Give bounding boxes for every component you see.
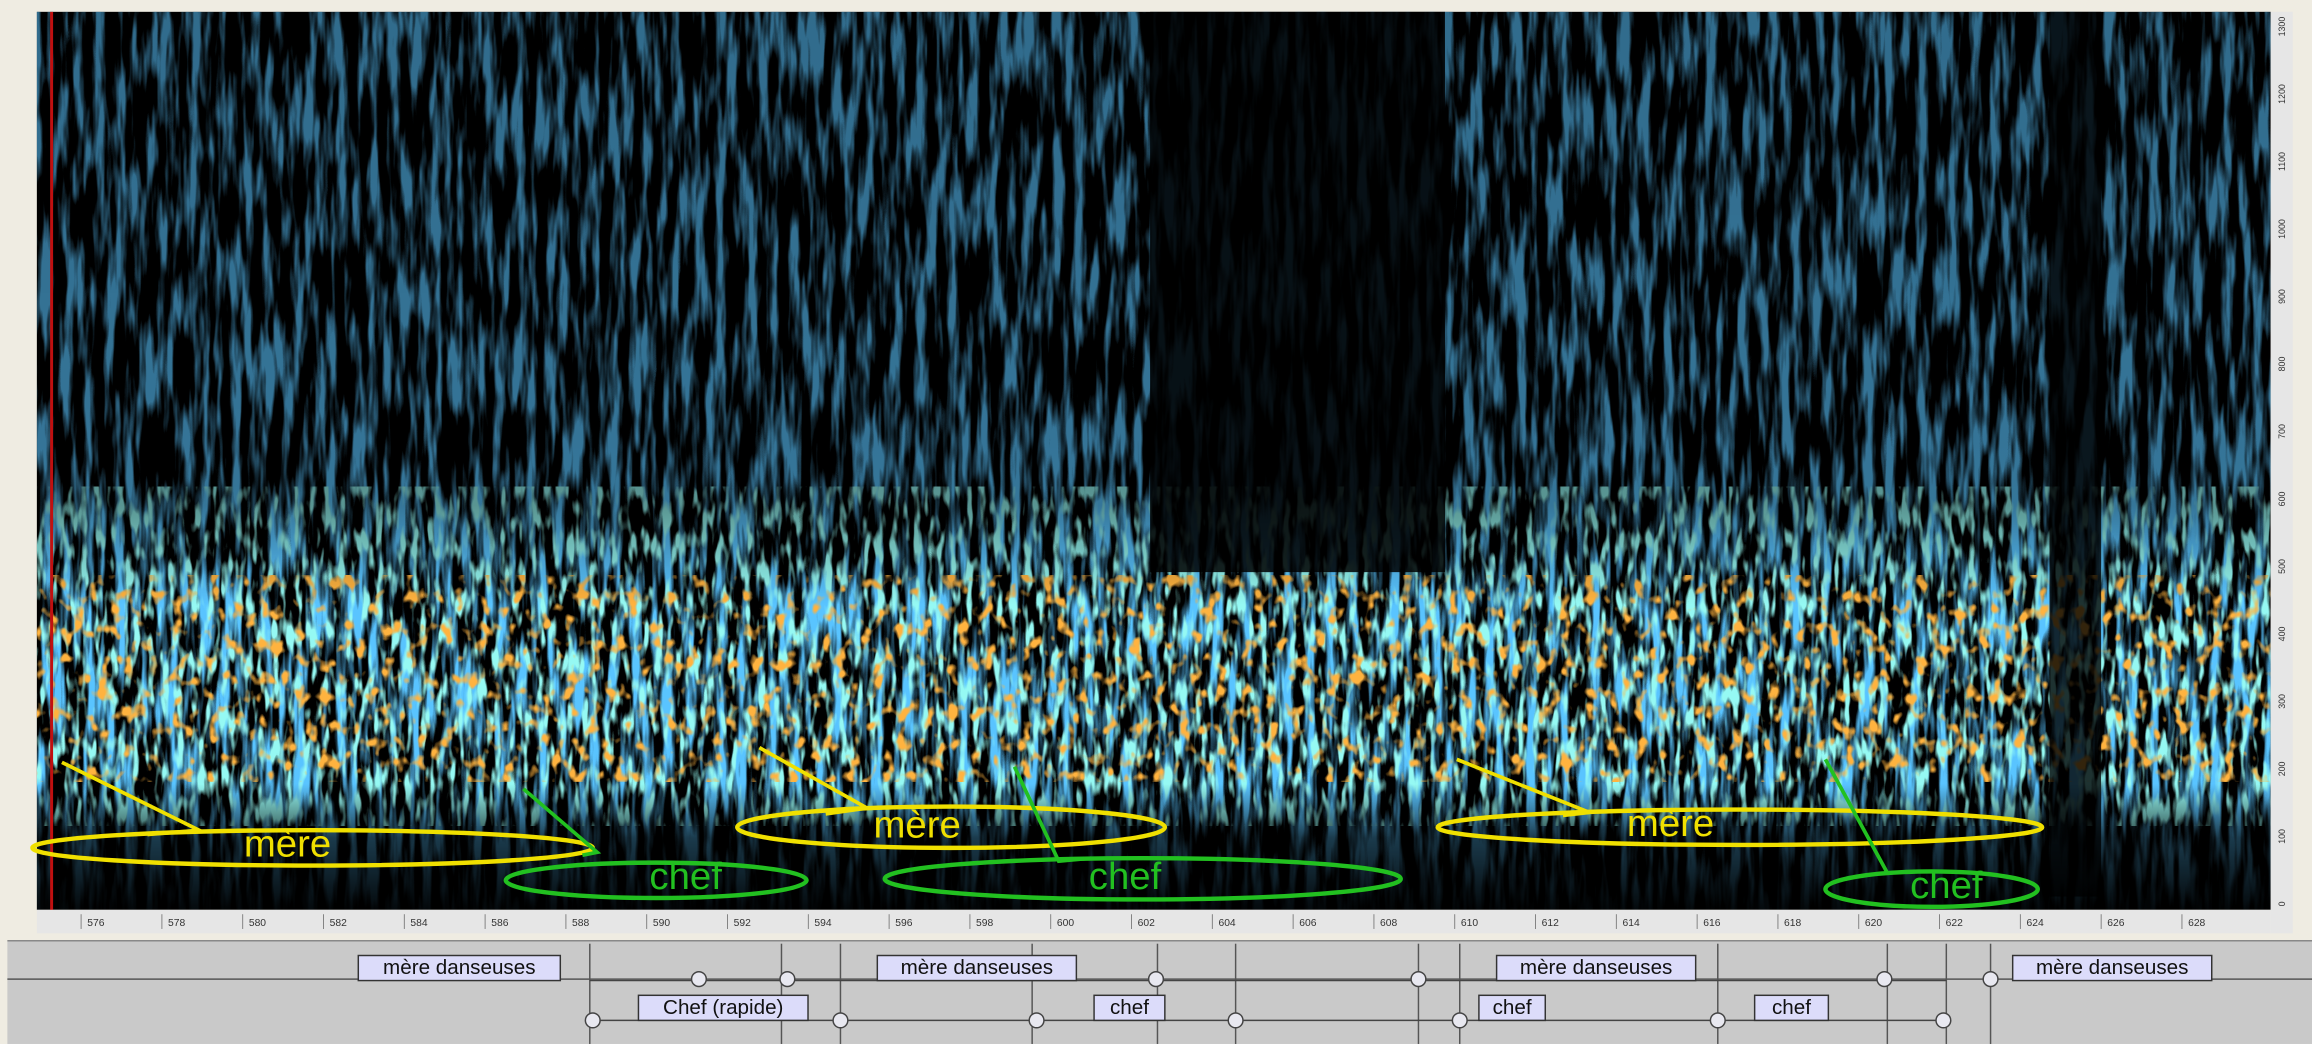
frequency-tick-label: 600	[2277, 492, 2287, 507]
segment-label: chef	[1493, 996, 1532, 1019]
segment-label: mère danseuses	[1520, 956, 1672, 979]
time-tick-label: 622	[1946, 918, 1963, 929]
frequency-ticks: 1300120011001000900800700600500400300200…	[2277, 17, 2287, 907]
time-tick-label: 626	[2107, 918, 2124, 929]
timeline-panel	[7, 940, 2312, 1044]
segment-label: Chef (rapide)	[663, 996, 783, 1019]
annotation-label: chef	[649, 855, 722, 898]
segment-label-box	[1093, 994, 1166, 1022]
handle	[1935, 1012, 1952, 1029]
handle	[1451, 1012, 1468, 1029]
timeline: mère danseuses mère danseuses mère danseus…	[7, 943, 2312, 1044]
frequency-tick-label: 1300	[2277, 17, 2287, 37]
callout	[522, 787, 602, 858]
frequency-tick-label: 1100	[2277, 152, 2287, 171]
frequency-tick-label: 400	[2277, 626, 2287, 641]
time-tick-label: 620	[1865, 918, 1882, 929]
handle	[1028, 1012, 1045, 1029]
time-tick-label: 588	[572, 918, 589, 929]
frequency-tick-label: 200	[2277, 761, 2287, 776]
handle	[1709, 1012, 1726, 1029]
segment-label: mère danseuses	[383, 956, 535, 979]
time-tick-label: 586	[491, 918, 508, 929]
frequency-tick-label: 300	[2277, 694, 2287, 709]
time-ticks: 576 578 580 582 584 586 588 590 592 594 596 598 600 6…	[80, 914, 2206, 929]
handle	[779, 970, 796, 988]
time-tick-label: 590	[653, 918, 670, 929]
silence	[2049, 11, 2102, 897]
handle	[1982, 970, 1999, 988]
time-tick-label: 624	[2026, 918, 2043, 929]
annotation-ellipse	[735, 804, 1168, 851]
segment-label: mère danseuses	[2036, 956, 2188, 979]
time-tick-label: 602	[1138, 918, 1155, 929]
handle	[1227, 1012, 1244, 1029]
segment-label-box	[357, 954, 562, 982]
handle	[832, 1012, 849, 1029]
annotation-label: chef	[1089, 855, 1162, 898]
frequency-tick-label: 800	[2277, 357, 2287, 372]
segment-label-box	[1478, 994, 1547, 1022]
segment-label-box	[1753, 994, 1830, 1022]
segment-label-box	[2011, 954, 2213, 982]
time-tick-label: 604	[1218, 918, 1235, 929]
handle	[1876, 970, 1893, 988]
time-tick-label: 576	[87, 918, 104, 929]
annotation-label: mère	[244, 823, 331, 866]
handle	[690, 970, 708, 988]
silence	[1150, 11, 1445, 573]
segment-label: chef	[1772, 996, 1811, 1019]
energy-layer	[36, 575, 2271, 782]
time-tick-label: 606	[1299, 918, 1316, 929]
time-tick-label: 596	[895, 918, 912, 929]
handle	[1410, 970, 1427, 988]
time-tick-label: 616	[1703, 918, 1720, 929]
segment-label-box	[637, 994, 809, 1022]
frequency-tick-label: 1200	[2277, 84, 2287, 104]
annotation-ellipse	[882, 855, 1403, 902]
annotation-label: mère	[1627, 802, 1714, 845]
annotation-ellipse	[1435, 807, 2045, 848]
time-tick-label: 598	[976, 918, 993, 929]
handle	[584, 1012, 601, 1029]
annotation-ellipse	[503, 860, 809, 901]
annotation-label: mère	[873, 803, 960, 846]
frequency-tick-label: 900	[2277, 289, 2287, 304]
frequency-tick-label: 500	[2277, 559, 2287, 574]
frequency-tick-label: 700	[2277, 424, 2287, 439]
time-axis	[36, 909, 2271, 934]
time-tick-label: 582	[330, 918, 347, 929]
time-tick-label: 612	[1542, 918, 1559, 929]
time-tick-label: 580	[249, 918, 266, 929]
time-tick-label: 594	[814, 918, 831, 929]
frequency-tick-label: 0	[2277, 901, 2287, 906]
time-tick-label: 600	[1057, 918, 1074, 929]
time-tick-label: 578	[168, 918, 185, 929]
segment-label-box	[876, 954, 1078, 982]
handle	[1147, 970, 1165, 988]
time-tick-label: 608	[1380, 918, 1397, 929]
frequency-axis	[2270, 11, 2293, 934]
time-tick-label: 618	[1784, 918, 1801, 929]
segment-label: mère danseuses	[901, 956, 1053, 979]
time-tick-label: 584	[410, 918, 427, 929]
frequency-tick-label: 1000	[2277, 219, 2287, 239]
time-tick-label: 592	[734, 918, 751, 929]
annotations: mère chef mère chef mère chef	[30, 745, 2045, 910]
segment-label-box	[1495, 954, 1697, 982]
annotation-ellipse	[1823, 869, 2040, 910]
time-tick-label: 614	[1622, 918, 1639, 929]
time-tick-label: 628	[2188, 918, 2205, 929]
time-tick-label: 610	[1461, 918, 1478, 929]
annotation-label: chef	[1910, 864, 1983, 907]
frequency-tick-label: 100	[2277, 829, 2287, 844]
segment-label: chef	[1110, 996, 1149, 1019]
